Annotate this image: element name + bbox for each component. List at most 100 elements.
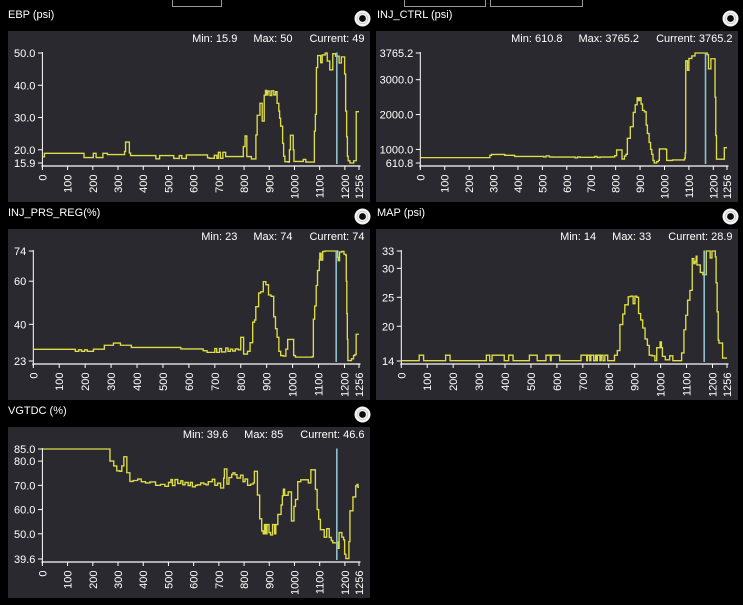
svg-text:1200: 1200: [339, 373, 351, 397]
svg-text:400: 400: [138, 175, 150, 193]
svg-text:300: 300: [489, 175, 501, 193]
svg-text:700: 700: [586, 175, 598, 193]
svg-text:3765.2: 3765.2: [380, 48, 414, 60]
svg-text:0: 0: [396, 373, 408, 379]
svg-text:40: 40: [14, 319, 26, 331]
svg-text:2000.0: 2000.0: [380, 110, 414, 122]
svg-text:400: 400: [138, 571, 150, 589]
svg-text:800: 800: [239, 571, 251, 589]
svg-text:14: 14: [382, 356, 394, 368]
svg-text:200: 200: [464, 175, 476, 193]
svg-text:1000: 1000: [288, 373, 300, 397]
svg-text:0: 0: [415, 175, 427, 181]
svg-text:610.8: 610.8: [386, 158, 414, 170]
svg-text:800: 800: [236, 373, 248, 391]
svg-text:70.0: 70.0: [14, 480, 35, 492]
svg-text:1100: 1100: [684, 175, 696, 199]
svg-text:30.0: 30.0: [14, 113, 35, 125]
svg-text:500: 500: [163, 571, 175, 589]
svg-text:300: 300: [113, 571, 125, 589]
svg-text:1256: 1256: [354, 175, 366, 199]
svg-text:1100: 1100: [682, 373, 694, 397]
svg-text:15.9: 15.9: [14, 158, 35, 170]
svg-text:200: 200: [448, 373, 460, 391]
svg-text:900: 900: [264, 571, 276, 589]
svg-text:3000.0: 3000.0: [380, 75, 414, 87]
svg-text:600: 600: [562, 175, 574, 193]
svg-text:1000.0: 1000.0: [380, 144, 414, 156]
svg-text:400: 400: [132, 373, 144, 391]
svg-text:1200: 1200: [340, 571, 352, 595]
svg-text:1256: 1256: [722, 373, 734, 397]
svg-text:30: 30: [382, 263, 394, 275]
svg-text:100: 100: [440, 175, 452, 193]
svg-text:1256: 1256: [722, 175, 734, 199]
svg-text:80.0: 80.0: [14, 456, 35, 468]
svg-text:1000: 1000: [656, 373, 668, 397]
svg-text:800: 800: [611, 175, 623, 193]
svg-text:50.0: 50.0: [14, 48, 35, 60]
svg-text:60.0: 60.0: [14, 505, 35, 517]
svg-text:1000: 1000: [289, 175, 301, 199]
svg-text:23: 23: [14, 356, 26, 368]
svg-text:600: 600: [552, 373, 564, 391]
svg-text:700: 700: [210, 373, 222, 391]
svg-text:400: 400: [513, 175, 525, 193]
svg-text:20: 20: [382, 321, 394, 333]
svg-text:25: 25: [382, 292, 394, 304]
svg-text:300: 300: [474, 373, 486, 391]
svg-text:500: 500: [537, 175, 549, 193]
svg-text:1256: 1256: [354, 373, 366, 397]
svg-text:600: 600: [189, 571, 201, 589]
svg-text:900: 900: [264, 175, 276, 193]
svg-text:40.0: 40.0: [14, 80, 35, 92]
svg-text:85.0: 85.0: [14, 444, 35, 456]
svg-text:600: 600: [189, 175, 201, 193]
svg-text:1000: 1000: [289, 571, 301, 595]
svg-text:300: 300: [106, 373, 118, 391]
svg-text:1256: 1256: [354, 571, 366, 595]
svg-text:1000: 1000: [659, 175, 671, 199]
svg-text:100: 100: [422, 373, 434, 391]
svg-text:900: 900: [630, 373, 642, 391]
svg-text:600: 600: [184, 373, 196, 391]
svg-text:700: 700: [214, 571, 226, 589]
svg-text:39.6: 39.6: [14, 554, 35, 566]
svg-text:300: 300: [113, 175, 125, 193]
svg-text:100: 100: [54, 373, 66, 391]
svg-text:100: 100: [63, 175, 75, 193]
svg-text:0: 0: [28, 373, 40, 379]
svg-text:1100: 1100: [314, 373, 326, 397]
svg-text:700: 700: [214, 175, 226, 193]
svg-text:400: 400: [500, 373, 512, 391]
svg-text:800: 800: [239, 175, 251, 193]
svg-text:0: 0: [37, 571, 49, 577]
svg-text:0: 0: [37, 175, 49, 181]
svg-text:100: 100: [63, 571, 75, 589]
svg-text:1100: 1100: [315, 175, 327, 199]
svg-text:200: 200: [88, 175, 100, 193]
svg-text:1200: 1200: [708, 175, 720, 199]
svg-text:1200: 1200: [707, 373, 719, 397]
svg-text:900: 900: [635, 175, 647, 193]
svg-text:74: 74: [14, 246, 26, 258]
svg-text:500: 500: [163, 175, 175, 193]
svg-text:700: 700: [578, 373, 590, 391]
svg-text:900: 900: [262, 373, 274, 391]
svg-text:33: 33: [382, 246, 394, 258]
svg-text:50.0: 50.0: [14, 529, 35, 541]
svg-text:60: 60: [14, 276, 26, 288]
svg-text:800: 800: [604, 373, 616, 391]
svg-text:1100: 1100: [315, 571, 327, 595]
svg-text:500: 500: [158, 373, 170, 391]
svg-text:20.0: 20.0: [14, 145, 35, 157]
svg-text:200: 200: [80, 373, 92, 391]
svg-text:500: 500: [526, 373, 538, 391]
svg-text:200: 200: [88, 571, 100, 589]
svg-text:1200: 1200: [340, 175, 352, 199]
